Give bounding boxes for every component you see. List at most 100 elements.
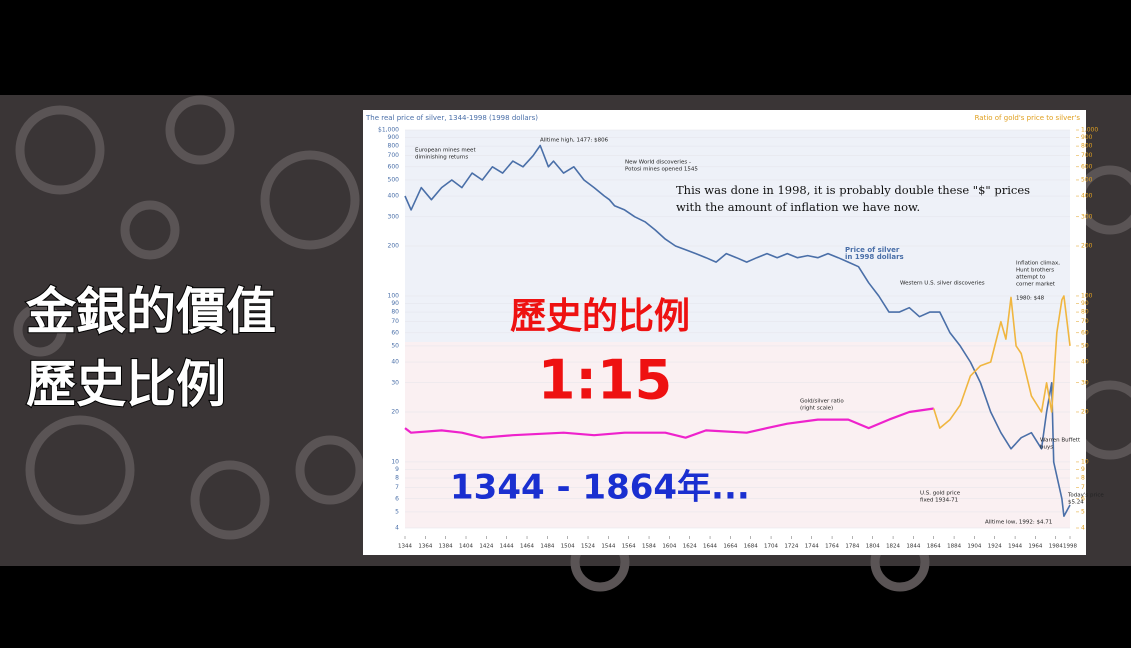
y2-tick-label: 30	[1081, 379, 1089, 386]
annotation: fixed 1934-71	[920, 498, 958, 504]
y-tick-label: 300	[388, 213, 400, 220]
annotation: Inflation climax,	[1016, 261, 1060, 267]
y2-tick-label: 300	[1081, 213, 1093, 220]
x-tick-label: 1464	[520, 544, 534, 550]
y2-tick-label: 9	[1081, 466, 1085, 473]
x-tick-label: 1664	[723, 544, 737, 550]
y-tick-label: 10	[391, 458, 399, 465]
series-line	[404, 407, 934, 439]
x-tick-label: 1704	[764, 544, 778, 550]
x-tick-label: 1944	[1008, 544, 1022, 550]
x-tick-label: 1684	[744, 544, 758, 550]
annotation: Alltime low, 1992: $4.71	[985, 520, 1052, 526]
y-tick-label: 100	[388, 292, 400, 299]
band	[405, 130, 1070, 342]
annotation: (right scale)	[800, 406, 833, 412]
y-tick-label: 80	[391, 309, 399, 316]
y2-tick-label: 6	[1081, 495, 1085, 502]
y2-tick-label: 5	[1081, 508, 1085, 515]
y2-tick-label: 600	[1081, 163, 1093, 170]
x-tick-label: 1904	[967, 544, 981, 550]
y2-tick-label: 800	[1081, 143, 1093, 150]
y2-tick-label: 50	[1081, 342, 1089, 349]
annotation: European mines meet	[415, 148, 476, 154]
annotation: Price of silver	[845, 246, 900, 254]
annotation: New World discoveries -	[625, 160, 691, 166]
x-tick-label: 1584	[642, 544, 656, 550]
x-tick-label: 1844	[906, 544, 920, 550]
note: This was done in 1998, it is probably do…	[676, 183, 1031, 214]
annotation: in 1998 dollars	[845, 253, 904, 261]
annotation: $5.24	[1068, 500, 1084, 506]
annotation: Hunt brothers	[1016, 268, 1054, 274]
y2-tick-label: 900	[1081, 134, 1093, 141]
y2-tick-label: 10	[1081, 458, 1089, 465]
ratio-text: 1:15	[538, 349, 672, 412]
y-tick-label: 5	[395, 508, 399, 515]
x-tick-label: 1784	[845, 544, 859, 550]
x-tick-label: 1804	[866, 544, 880, 550]
swirl-pattern	[13, 95, 1131, 592]
y-tick-label: 200	[388, 243, 400, 250]
ratio-heading: 歷史的比例	[510, 296, 690, 337]
x-tick-label: 1544	[601, 544, 615, 550]
annotation: buys	[1040, 445, 1053, 451]
series-line	[932, 295, 1071, 429]
annotation: Warren Buffett	[1040, 438, 1081, 444]
y2-label: Ratio of gold's price to silver's	[975, 114, 1081, 122]
y2-tick-label: 90	[1081, 300, 1089, 307]
y-tick-label: 50	[391, 342, 399, 349]
x-tick-label: 1764	[825, 544, 839, 550]
x-tick-label: 1864	[927, 544, 941, 550]
y2-tick-label: 70	[1081, 318, 1089, 325]
annotation: Alltime high, 1477: $806	[540, 138, 609, 144]
x-tick-label: 1524	[581, 544, 595, 550]
x-tick-label: 1724	[784, 544, 798, 550]
x-tick-label: 1964	[1028, 544, 1042, 550]
y2-tick-label: 60	[1081, 329, 1089, 336]
y2-tick-label: 1,000	[1081, 127, 1098, 134]
y2-tick-label: 8	[1081, 475, 1085, 482]
y-tick-label: 4	[395, 525, 399, 532]
x-tick-label: 1604	[662, 544, 676, 550]
y-tick-label: 90	[391, 300, 399, 307]
annotation: Western U.S. silver discoveries	[900, 281, 985, 287]
annotation: 1980: $48	[1016, 296, 1045, 302]
plot: $1,0009008007006005004003002001009080706…	[378, 127, 1104, 550]
y-tick-label: 400	[388, 193, 400, 200]
y-tick-label: 900	[388, 134, 400, 141]
y-tick-label: 700	[388, 152, 400, 159]
y2-tick-label: 500	[1081, 176, 1093, 183]
y2-tick-label: 7	[1081, 484, 1085, 491]
y-tick-label: 7	[395, 484, 399, 491]
x-tick-label: 1998	[1063, 544, 1077, 550]
y-tick-label: 40	[391, 359, 399, 366]
y-tick-label: 60	[391, 329, 399, 336]
y-tick-label: 600	[388, 163, 400, 170]
annotation: diminishing returns	[415, 155, 468, 161]
y-tick-label: $1,000	[378, 127, 399, 134]
annotation: Potosi mines opened 1545	[625, 167, 698, 173]
x-tick-label: 1884	[947, 544, 961, 550]
y2-tick-label: 20	[1081, 408, 1089, 415]
y2-tick-label: 700	[1081, 152, 1093, 159]
y-tick-label: 6	[395, 495, 399, 502]
annotation: U.S. gold price	[920, 491, 961, 497]
series-line	[404, 144, 1071, 517]
x-tick-label: 1984	[1049, 544, 1063, 550]
y-tick-label: 20	[391, 408, 399, 415]
x-tick-label: 1364	[418, 544, 432, 550]
annotation: corner market	[1016, 282, 1056, 288]
x-tick-label: 1504	[561, 544, 575, 550]
y2-tick-label: 80	[1081, 309, 1089, 316]
years-text: 1344 - 1864年...	[450, 468, 750, 508]
annotation: attempt to	[1016, 275, 1046, 281]
y2-tick-label: 200	[1081, 243, 1093, 250]
y-tick-label: 70	[391, 318, 399, 325]
x-tick-label: 1564	[622, 544, 636, 550]
x-tick-label: 1744	[805, 544, 819, 550]
x-tick-label: 1824	[886, 544, 900, 550]
x-tick-label: 1924	[988, 544, 1002, 550]
